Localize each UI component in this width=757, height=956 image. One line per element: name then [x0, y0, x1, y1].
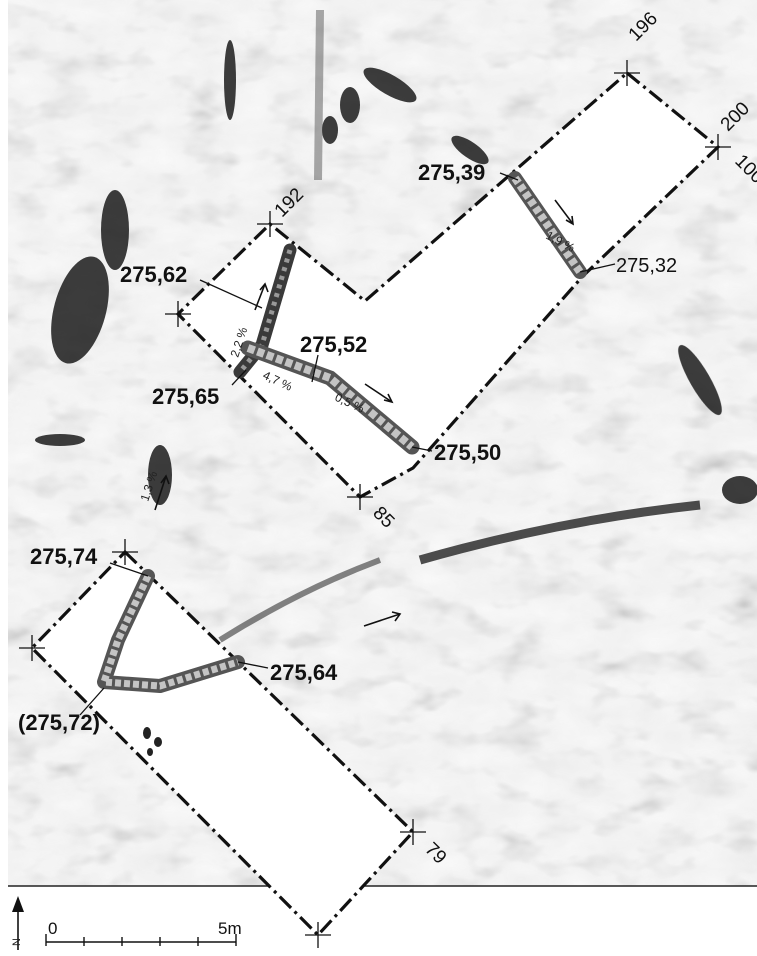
flow-arrow-icon	[154, 474, 170, 511]
flow-arrows	[154, 199, 574, 627]
elevation-label: 275,74	[30, 544, 98, 569]
elevation-label: (275,72)	[18, 710, 100, 735]
north-arrow-icon: N	[11, 896, 24, 950]
elevation-label: 275,64	[270, 660, 338, 685]
stone-wall-diagonal	[240, 340, 420, 455]
stone-features	[97, 171, 587, 756]
elevation-label: 275,39	[418, 160, 485, 185]
elevation-label: 275,32	[616, 255, 677, 277]
elevation-label: 275,52	[300, 332, 367, 357]
elevation-label: 275,50	[434, 440, 501, 465]
elevation-labels: 275,39 275,32 275,62 275,52 275,65 275,5…	[18, 160, 677, 735]
leader-lines	[79, 172, 616, 716]
flow-arrow-icon	[364, 383, 394, 404]
north-label: N	[11, 938, 23, 946]
scale-end-label: 5m	[218, 919, 242, 938]
flow-arrow-icon	[363, 611, 402, 627]
grid-crosses	[19, 60, 731, 948]
elevation-label: 275,62	[120, 262, 187, 287]
scale-bar: 0 5m	[45, 919, 242, 946]
flow-arrow-icon	[554, 199, 574, 226]
elevation-label: 275,65	[152, 384, 219, 409]
flow-arrow-icon	[254, 282, 269, 311]
scale-start-label: 0	[48, 919, 57, 938]
trench-lower	[29, 549, 416, 938]
